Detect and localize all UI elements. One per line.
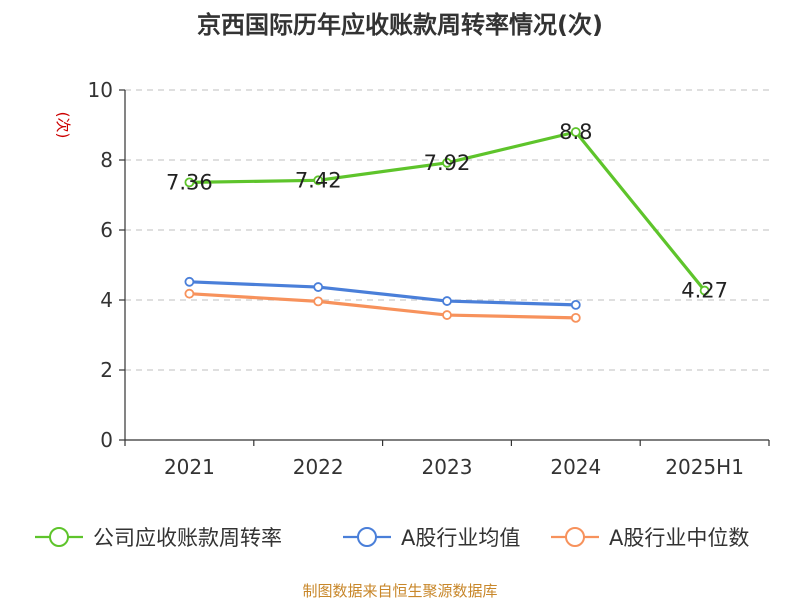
y-tick-label: 6 [100, 218, 113, 242]
data-point[interactable] [442, 310, 452, 320]
data-point[interactable] [699, 285, 710, 296]
x-axis-ticks: 2021 2022 2023 2024 2025H1 [124, 440, 770, 479]
legend-label: A股行业均值 [401, 526, 520, 550]
legend-marker [565, 527, 585, 547]
axes [124, 90, 769, 441]
legend-item[interactable]: 公司应收账款周转率 [35, 526, 282, 550]
y-axis-ticks: 0 2 4 6 8 10 [88, 78, 125, 452]
series-line [189, 280, 576, 307]
series-line [189, 292, 576, 320]
y-tick-label: 4 [100, 288, 113, 312]
legend-marker [49, 527, 69, 547]
data-label: 4.27 [681, 279, 728, 303]
legend-item[interactable]: A股行业中位数 [551, 526, 749, 550]
data-point[interactable] [184, 288, 195, 299]
x-tick-label: 2023 [422, 455, 473, 479]
data-point[interactable] [313, 282, 324, 292]
data-label: 7.36 [166, 170, 213, 194]
data-label: 8.8 [559, 120, 592, 144]
x-tick-label: 2024 [550, 455, 601, 479]
legend-marker [357, 527, 377, 547]
data-point[interactable] [570, 127, 581, 137]
x-tick-label: 2021 [164, 455, 215, 479]
legend[interactable]: 公司应收账款周转率 A股行业均值 A股行业中位数 [35, 526, 749, 550]
series-layer [184, 127, 710, 323]
data-point[interactable] [184, 177, 195, 188]
y-tick-label: 8 [100, 148, 113, 172]
y-tick-label: 0 [100, 428, 113, 452]
source-note: 制图数据来自恒生聚源数据库 [302, 582, 497, 600]
legend-item[interactable]: A股行业均值 [343, 526, 520, 550]
data-point[interactable] [442, 157, 452, 168]
legend-label: 公司应收账款周转率 [93, 526, 282, 550]
data-point[interactable] [570, 312, 581, 323]
x-tick-label: 2022 [293, 455, 344, 479]
y-tick-label: 10 [88, 78, 113, 102]
y-axis-label: (次) [54, 112, 72, 139]
chart-title: 京西国际历年应收账款周转率情况(次) [197, 11, 603, 39]
data-label: 7.42 [295, 168, 342, 192]
data-point[interactable] [184, 276, 195, 287]
data-label: 7.92 [424, 151, 471, 175]
data-point[interactable] [570, 299, 581, 310]
y-tick-label: 2 [100, 358, 113, 382]
data-point[interactable] [313, 175, 324, 186]
legend-label: A股行业中位数 [609, 526, 749, 550]
data-point[interactable] [442, 296, 452, 306]
x-tick-label: 2025H1 [665, 455, 744, 479]
data-labels: 7.36 7.42 7.92 8.8 4.27 [166, 120, 728, 303]
grid-lines [125, 89, 769, 371]
data-point[interactable] [313, 296, 324, 307]
